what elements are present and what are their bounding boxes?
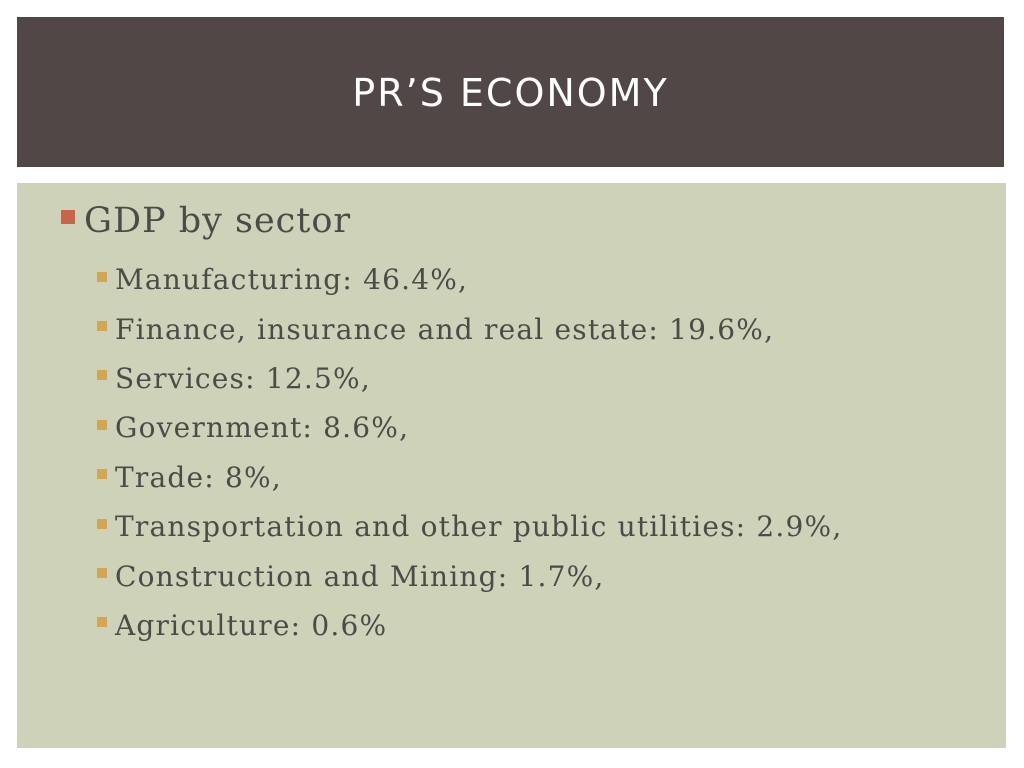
square-bullet-icon [61, 210, 75, 224]
list-item-text: Government: 8.6%, [115, 411, 410, 445]
list-item: Trade: 8%, [97, 453, 842, 502]
sector-list: Manufacturing: 46.4%, Finance, insurance… [97, 255, 842, 650]
main-bullet-text: GDP by sector [84, 201, 352, 241]
list-item: Finance, insurance and real estate: 19.6… [97, 304, 842, 353]
list-item: Agriculture: 0.6% [97, 601, 842, 650]
list-item-text: Agriculture: 0.6% [115, 608, 388, 642]
list-item: Transportation and other public utilitie… [97, 502, 842, 551]
square-bullet-icon [97, 419, 107, 430]
square-bullet-icon [97, 617, 107, 628]
slide-title: PR’S ECONOMY [352, 71, 669, 115]
square-bullet-icon [97, 469, 107, 480]
main-bullet: GDP by sector [61, 201, 351, 241]
list-item-text: Manufacturing: 46.4%, [115, 263, 469, 297]
square-bullet-icon [97, 370, 107, 381]
list-item: Construction and Mining: 1.7%, [97, 551, 842, 600]
list-item-text: Trade: 8%, [115, 460, 282, 494]
square-bullet-icon [97, 518, 107, 529]
list-item: Manufacturing: 46.4%, [97, 255, 842, 304]
list-item-text: Finance, insurance and real estate: 19.6… [115, 312, 775, 346]
square-bullet-icon [97, 568, 107, 579]
list-item: Services: 12.5%, [97, 354, 842, 403]
list-item-text: Transportation and other public utilitie… [115, 510, 843, 544]
square-bullet-icon [97, 271, 107, 282]
list-item-text: Construction and Mining: 1.7%, [115, 559, 605, 593]
square-bullet-icon [97, 321, 107, 332]
list-item: Government: 8.6%, [97, 403, 842, 452]
content-panel: GDP by sector Manufacturing: 46.4%, Fina… [17, 183, 1006, 748]
title-bar: PR’S ECONOMY [17, 17, 1004, 167]
list-item-text: Services: 12.5%, [115, 361, 371, 395]
